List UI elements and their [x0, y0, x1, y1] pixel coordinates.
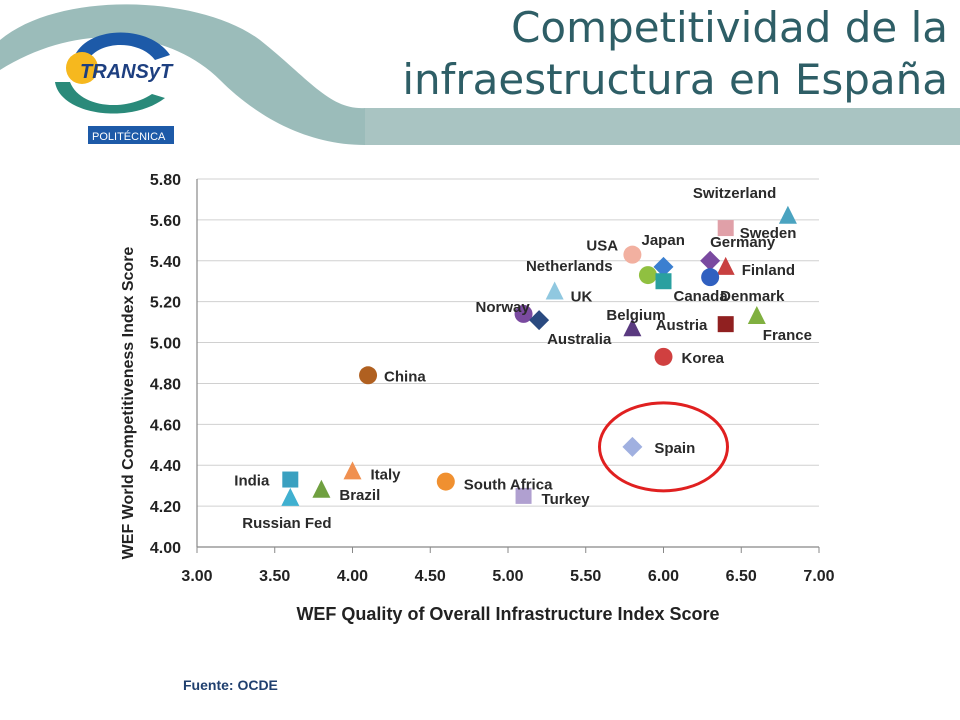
point-label: India [234, 473, 270, 490]
y-tick-label: 4.60 [150, 417, 181, 434]
logo-arc-bottom [55, 82, 165, 114]
grid-lines [197, 178, 819, 507]
point-australia [529, 310, 550, 331]
title-line-2: infraestructura en España [402, 55, 948, 104]
x-tick-label: 6.50 [726, 568, 757, 585]
page-title: Competitividad de la infraestructura en … [402, 2, 948, 106]
point-india [282, 471, 299, 488]
point-label: Germany [710, 234, 776, 251]
x-tick-label: 4.00 [337, 568, 368, 585]
point-korea [654, 347, 673, 366]
point-label: Italy [371, 466, 402, 483]
point-label: Australia [547, 331, 612, 348]
logo-arc-top [75, 32, 170, 60]
point-label: Austria [656, 317, 708, 334]
point-label: Finland [742, 262, 795, 279]
title-line-1: Competitividad de la [511, 3, 948, 52]
x-tick-label: 6.00 [648, 568, 679, 585]
point-label: China [384, 368, 426, 385]
point-label: South Africa [464, 477, 553, 494]
point-label: Canada [674, 288, 729, 305]
point-usa [623, 245, 642, 264]
point-brazil [312, 479, 331, 498]
logo-sun [66, 52, 98, 84]
point-germany [700, 250, 721, 271]
point-label: Korea [682, 350, 725, 367]
chart-panel [95, 158, 860, 714]
point-label: USA [586, 238, 618, 255]
point-uk [545, 281, 564, 300]
point-russian-fed [281, 487, 300, 506]
y-tick-label: 4.20 [150, 499, 181, 516]
x-tick-label: 5.50 [570, 568, 601, 585]
point-label: Norway [476, 299, 531, 316]
y-tick-label: 4.40 [150, 458, 181, 475]
point-canada [655, 273, 672, 290]
source-note: Fuente: OCDE [183, 677, 278, 693]
x-tick-label: 7.00 [803, 568, 834, 585]
y-tick-label: 5.40 [150, 254, 181, 271]
logo-subtext-bg [88, 126, 174, 144]
point-netherlands [638, 266, 657, 285]
x-tick-label: 3.50 [259, 568, 290, 585]
point-label: France [763, 327, 812, 344]
point-turkey [515, 487, 532, 504]
point-label: Belgium [606, 307, 665, 324]
point-japan [653, 256, 674, 277]
point-france [747, 305, 766, 324]
point-spain [622, 436, 643, 457]
header-banner [0, 4, 960, 145]
x-tick-label: 3.00 [181, 568, 212, 585]
point-china [359, 366, 378, 385]
logo-subtext: POLITÉCNICA [92, 130, 166, 143]
point-label: Switzerland [693, 185, 776, 202]
point-norway [514, 304, 533, 323]
point-label: Netherlands [526, 258, 613, 275]
x-tick-label: 4.50 [415, 568, 446, 585]
point-belgium [623, 318, 642, 337]
point-sweden [717, 220, 734, 237]
point-denmark [701, 268, 720, 287]
point-label: Spain [654, 440, 695, 457]
banner-band [365, 108, 960, 145]
data-points [281, 205, 797, 506]
point-switzerland [778, 205, 797, 224]
scatter-chart: 4.00 4.20 4.40 4.60 4.80 5.00 5.20 5.40 5.60 5.80… [120, 172, 835, 624]
y-tick-label: 4.00 [150, 540, 181, 557]
tick-labels: 4.00 4.20 4.40 4.60 4.80 5.00 5.20 5.40 5.60 5.80… [150, 172, 835, 585]
point-italy [343, 461, 362, 480]
point-label: Japan [642, 232, 685, 249]
point-label: Russian Fed [242, 515, 331, 532]
spain-highlight-circle [598, 401, 729, 493]
point-label: UK [571, 288, 593, 305]
y-tick-label: 5.80 [150, 172, 181, 189]
transyt-logo: TRANSyT POLITÉCNICA [55, 32, 174, 144]
y-tick-label: 5.00 [150, 336, 181, 353]
x-axis-label: WEF Quality of Overall Infrastructure In… [296, 604, 719, 624]
point-label: Turkey [542, 491, 591, 508]
point-finland [716, 256, 735, 275]
y-tick-label: 5.60 [150, 213, 181, 230]
point-austria [717, 316, 734, 333]
y-tick-label: 4.80 [150, 376, 181, 393]
point-label: Denmark [720, 288, 785, 305]
y-tick-label: 5.20 [150, 295, 181, 312]
point-label: Sweden [740, 225, 797, 242]
x-tick-label: 5.00 [492, 568, 523, 585]
point-label: Brazil [339, 487, 380, 504]
logo-text: TRANSyT [80, 61, 174, 83]
point-labels: Switzerland Sweden USA Japan Germany Finland N… [234, 185, 812, 532]
point-south-africa [436, 472, 455, 491]
axes [196, 179, 820, 553]
y-axis-label: WEF World Competitiveness Index Score [120, 247, 137, 560]
